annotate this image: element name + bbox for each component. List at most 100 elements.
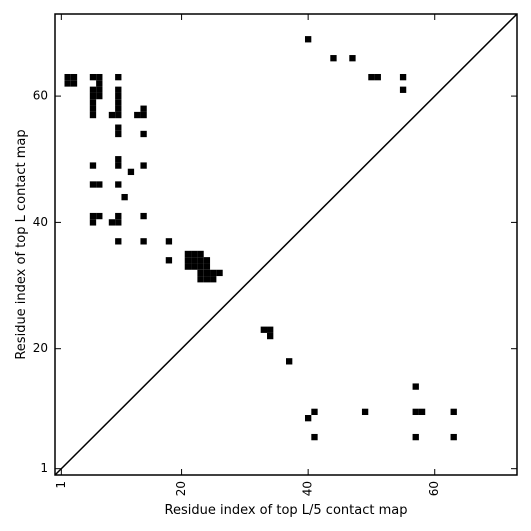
contact-cell-upper bbox=[115, 130, 122, 138]
contact-cell-upper bbox=[191, 257, 198, 264]
contact-cell-upper bbox=[115, 86, 122, 93]
contact-cell-upper bbox=[115, 181, 122, 188]
contact-cell-upper bbox=[197, 263, 204, 270]
contact-cell-upper bbox=[64, 80, 71, 87]
contact-cell-upper bbox=[210, 269, 217, 277]
contact-cell-upper bbox=[96, 73, 103, 81]
y-axis-label: Residue index of top L contact map bbox=[14, 129, 29, 359]
contact-cell-upper bbox=[216, 269, 223, 277]
contact-cell-upper bbox=[368, 73, 375, 81]
contact-cell-lower bbox=[267, 326, 274, 333]
x-tick-label: 60 bbox=[427, 481, 441, 496]
contact-cell-upper bbox=[304, 36, 312, 43]
contact-cell-upper bbox=[140, 212, 147, 220]
x-tick-label: 1 bbox=[54, 481, 68, 489]
contact-cell-upper bbox=[70, 80, 78, 87]
contact-cell-upper bbox=[70, 73, 78, 81]
contact-cell-lower bbox=[418, 408, 426, 416]
contact-cell-upper bbox=[96, 80, 103, 87]
contact-cell-upper bbox=[89, 181, 97, 188]
contact-cell-upper bbox=[121, 193, 128, 201]
contact-cells bbox=[64, 36, 457, 441]
contact-cell-upper bbox=[115, 99, 122, 106]
contact-cell-upper bbox=[108, 219, 116, 226]
contact-cell-upper bbox=[197, 250, 204, 258]
contact-cell-upper bbox=[399, 86, 407, 93]
contact-cell-upper bbox=[197, 276, 204, 283]
contact-cell-upper bbox=[330, 55, 337, 62]
contact-cell-upper bbox=[197, 269, 204, 277]
x-tick-label: 40 bbox=[301, 481, 315, 496]
x-axis-label: Residue index of top L/5 contact map bbox=[165, 503, 408, 518]
contact-cell-upper bbox=[89, 219, 97, 226]
contact-cell-upper bbox=[115, 124, 122, 131]
contact-cell-upper bbox=[89, 86, 97, 93]
y-tick-label: 60 bbox=[33, 89, 48, 103]
contact-cell-upper bbox=[96, 181, 103, 188]
contact-cell-upper bbox=[115, 111, 122, 119]
contact-cell-upper bbox=[89, 111, 97, 119]
y-tick-label: 20 bbox=[33, 341, 48, 355]
contact-cell-upper bbox=[203, 269, 211, 277]
contact-cell-upper bbox=[210, 276, 217, 283]
contact-cell-upper bbox=[134, 111, 141, 119]
contact-cell-upper bbox=[191, 263, 198, 270]
contact-cell-upper bbox=[115, 156, 122, 163]
contact-cell-upper bbox=[89, 73, 97, 81]
contact-cell-lower bbox=[311, 408, 318, 416]
contact-cell-upper bbox=[115, 105, 122, 112]
contact-cell-upper bbox=[127, 168, 135, 176]
contact-cell-lower bbox=[450, 408, 457, 416]
contact-cell-upper bbox=[203, 257, 211, 264]
contact-cell-upper bbox=[140, 162, 147, 169]
contact-cell-upper bbox=[96, 86, 103, 93]
contact-cell-upper bbox=[184, 250, 192, 258]
contact-cell-upper bbox=[89, 212, 97, 220]
contact-cell-lower bbox=[260, 326, 268, 333]
contact-cell-upper bbox=[349, 55, 356, 62]
contact-cell-upper bbox=[203, 263, 211, 270]
contact-cell-upper bbox=[96, 212, 103, 220]
contact-cell-lower bbox=[304, 415, 312, 422]
contact-cell-upper bbox=[184, 257, 192, 264]
contact-cell-upper bbox=[140, 238, 147, 245]
contact-cell-lower bbox=[412, 408, 419, 416]
contact-cell-lower bbox=[412, 433, 419, 441]
contact-cell-upper bbox=[399, 73, 407, 81]
contact-cell-upper bbox=[140, 105, 147, 112]
contact-cell-upper bbox=[89, 105, 97, 112]
contact-cell-upper bbox=[115, 162, 122, 169]
contact-cell-upper bbox=[140, 111, 147, 119]
contact-cell-upper bbox=[203, 276, 211, 283]
contact-cell-lower bbox=[412, 383, 419, 390]
plot-frame bbox=[54, 13, 518, 476]
contact-cell-upper bbox=[140, 130, 147, 138]
contact-cell-upper bbox=[115, 212, 122, 220]
contact-cell-upper bbox=[64, 73, 71, 81]
contact-cell-upper bbox=[108, 111, 116, 119]
y-tick-label: 40 bbox=[33, 215, 48, 229]
contact-cell-upper bbox=[115, 238, 122, 245]
contact-cell-upper bbox=[165, 257, 173, 264]
contact-cell-upper bbox=[197, 257, 204, 264]
contact-cell-upper bbox=[115, 219, 122, 226]
contact-cell-upper bbox=[89, 92, 97, 100]
contact-cell-upper bbox=[165, 238, 173, 245]
contact-cell-lower bbox=[361, 408, 369, 416]
contact-cell-lower bbox=[311, 433, 318, 441]
contact-cell-lower bbox=[286, 358, 293, 365]
contact-cell-upper bbox=[115, 73, 122, 81]
contact-cell-upper bbox=[374, 73, 381, 81]
diagonal-line bbox=[54, 13, 518, 476]
contact-cell-lower bbox=[450, 433, 457, 441]
x-tick-label: 20 bbox=[174, 481, 188, 496]
contact-cell-upper bbox=[96, 92, 103, 100]
contact-cell-upper bbox=[191, 250, 198, 258]
axis-ticks bbox=[55, 14, 517, 475]
tick-labels: 1 20 40 60 1 20 40 60 bbox=[33, 89, 442, 497]
contact-cell-upper bbox=[89, 99, 97, 106]
contact-cell-lower bbox=[267, 332, 274, 340]
contact-cell-upper bbox=[89, 162, 97, 169]
y-tick-label: 1 bbox=[40, 461, 48, 475]
